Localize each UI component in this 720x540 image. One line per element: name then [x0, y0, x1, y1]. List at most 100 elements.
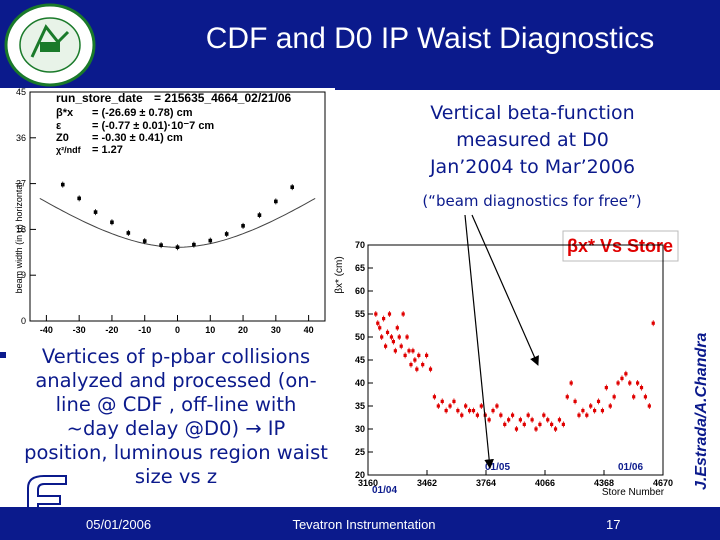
right-chart-point [495, 404, 499, 408]
author-credit: J.Estrada/A.Chandra [693, 333, 710, 490]
right-chart-point [407, 349, 411, 353]
svg-text:J.Estrada/A.Chandra: J.Estrada/A.Chandra [693, 333, 710, 490]
footer-page: 17 [606, 517, 621, 532]
arrow-to-left-cluster [464, 214, 494, 469]
right-chart-xtick-label: 3462 [417, 478, 437, 488]
right-chart-point [608, 404, 612, 408]
stats-value: = (-0.77 ± 0.01)·10⁻7 cm [92, 120, 215, 132]
right-chart-point [518, 418, 522, 422]
right-chart-point [639, 386, 644, 390]
stats-value: = -0.30 ± 0.41) cm [92, 132, 183, 144]
right-chart-point [471, 409, 476, 413]
left-chart-ytick-label: 45 [16, 88, 26, 97]
slide-title: CDF and D0 IP Waist Diagnostics [205, 22, 655, 55]
left-chart-ytick-label: 9 [21, 270, 26, 280]
left-chart-ytick-label: 27 [16, 179, 26, 189]
left-chart-point [241, 224, 245, 228]
vertical-text-line: Vertical beta-function [430, 102, 635, 124]
stats-value: = (-26.69 ± 0.78) cm [92, 107, 193, 119]
right-chart-xtick-label: 4670 [653, 478, 673, 488]
left-chart-ticks: 0 9 18 27 36 45 -40 -30 -20 -10 0 10 20 30 40 [16, 88, 314, 335]
stats-header-label: run_store_date [56, 91, 143, 105]
right-chart-point [378, 326, 382, 330]
right-chart-point [380, 335, 384, 339]
right-chart-point [628, 381, 632, 385]
left-chart-point [60, 182, 65, 187]
right-chart-point [467, 409, 472, 413]
right-chart-point [382, 317, 386, 321]
left-chart-points [60, 181, 295, 251]
right-chart: βx* Vs Store 20 25 30 35 40 45 50 55 60 65 70 3160 3… [330, 225, 680, 507]
vertical-text-line: measured at D0 [456, 129, 609, 151]
left-chart-point [126, 231, 131, 235]
right-chart-point [557, 418, 562, 422]
right-chart-point [577, 413, 581, 417]
stats-label: χ²/ndf [56, 145, 81, 155]
stats-row: χ²/ndf = 1.27 [56, 144, 306, 156]
right-chart-point [596, 399, 601, 403]
left-chart-point [274, 199, 278, 204]
stats-row: ε = (-0.77 ± 0.01)·10⁻7 cm [56, 119, 306, 132]
left-chart-xtick-label: 10 [205, 325, 215, 335]
right-chart-xtick-label: 3764 [476, 478, 496, 488]
stats-header: run_store_date = 215635_4664_02/21/06 [56, 91, 306, 105]
right-chart-point [499, 413, 503, 417]
left-chart-point [77, 196, 81, 201]
right-chart-ytick-label: 45 [355, 355, 365, 365]
right-chart-annotation: 01/05 [485, 462, 510, 473]
bullet-line: position, luminous region waist [24, 441, 328, 464]
left-chart-stats: run_store_date = 215635_4664_02/21/06 β*… [56, 91, 306, 156]
right-chart-point [448, 404, 452, 408]
right-chart-point [432, 395, 437, 399]
left-chart-point [159, 243, 163, 247]
right-chart-point [413, 358, 417, 362]
right-chart-point [616, 381, 620, 385]
right-chart-point [589, 404, 593, 408]
left-chart-point [208, 238, 213, 243]
right-chart-point [604, 386, 608, 390]
right-chart-ytick-label: 35 [355, 401, 365, 411]
left-chart-point [142, 239, 147, 243]
right-chart-ytick-label: 70 [355, 240, 365, 250]
right-chart-ytick-label: 30 [355, 424, 365, 434]
bullet-line: size vs z [134, 465, 218, 488]
right-chart-point [487, 418, 491, 422]
right-chart-title: βx* Vs Store [567, 236, 673, 256]
right-chart-annotation: 01/04 [372, 485, 397, 496]
right-chart-point [503, 422, 507, 426]
right-chart-ytick-label: 20 [355, 470, 365, 480]
left-chart-point [224, 232, 229, 236]
right-chart-point [647, 404, 651, 408]
left-chart-xtick-label: -30 [73, 325, 86, 335]
left-chart-xtick-label: -20 [105, 325, 118, 335]
right-chart-point [624, 372, 628, 376]
right-chart-point [389, 335, 394, 339]
right-chart-point [409, 363, 413, 367]
right-chart-point [510, 413, 515, 417]
right-chart-point [399, 344, 403, 348]
right-chart-point [632, 395, 636, 399]
stats-label: Z0 [56, 132, 69, 144]
arrow-to-right-cluster [471, 214, 539, 366]
right-chart-point [550, 422, 554, 426]
bullet-line: analyzed and processed (on- [35, 369, 317, 392]
left-chart: 0 9 18 27 36 45 -40 -30 -20 -10 0 10 20 30 40 beam wid… [0, 88, 335, 343]
right-chart-point [421, 363, 425, 367]
left-chart-xtick-label: -10 [138, 325, 151, 335]
right-chart-xtick-label: 4368 [594, 478, 614, 488]
right-chart-point [405, 335, 409, 339]
right-chart-point [428, 367, 433, 371]
left-chart-ylabel: beam width (in µ) horizontal [14, 183, 24, 294]
left-chart-xtick-label: 20 [238, 325, 248, 335]
free-diagnostics-text: (“beam diagnostics for free”) [422, 192, 642, 210]
right-chart-point [436, 404, 440, 408]
workshop-logo [4, 3, 96, 87]
right-chart-point [585, 413, 589, 417]
bullet-text: Vertices of p-pbar collisions analyzed a… [6, 345, 346, 489]
right-chart-xlabel: Store Number [602, 487, 665, 498]
right-chart-point [387, 312, 392, 316]
right-chart-point [581, 409, 585, 413]
stats-header-value: = 215635_4664_02/21/06 [154, 91, 292, 105]
right-chart-ticks: 20 25 30 35 40 45 50 55 60 65 70 3160 3462 3764 4066 43… [355, 240, 673, 488]
vertical-beta-text: Vertical beta-function measured at D0 Ja… [395, 100, 670, 181]
